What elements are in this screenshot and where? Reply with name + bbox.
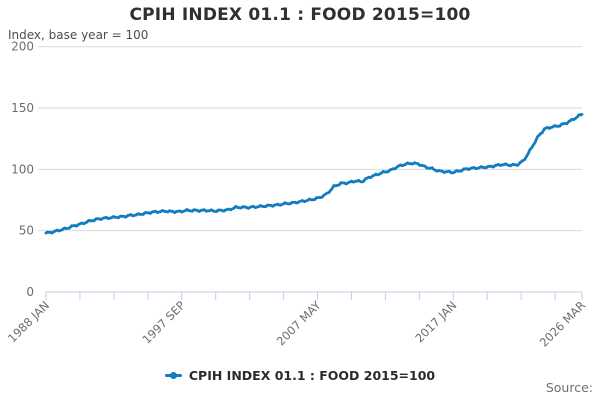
y-tick-label: 0: [26, 285, 34, 299]
series-line-cpih-food: [44, 113, 584, 235]
x-tick-label: 2026 MAR: [537, 298, 588, 349]
legend-dot-icon: [169, 371, 177, 379]
axis-unit-label: Index, base year = 100: [8, 28, 149, 42]
source-label: Source:: [545, 380, 593, 395]
x-tick-label: 2017 JAN: [412, 298, 459, 345]
chart-title: CPIH INDEX 01.1 : FOOD 2015=100: [129, 5, 471, 25]
x-tick-label: 1997 SEP: [139, 298, 187, 346]
y-tick-label: 150: [11, 101, 34, 115]
legend: CPIH INDEX 01.1 : FOOD 2015=100: [0, 366, 600, 384]
legend-label: CPIH INDEX 01.1 : FOOD 2015=100: [188, 367, 436, 383]
y-tick-label: 100: [11, 162, 34, 176]
legend-line-marker: [164, 371, 182, 379]
y-tick-label: 200: [11, 40, 34, 54]
x-tick-label: 2007 MAY: [274, 298, 325, 349]
y-tick-label: 50: [19, 224, 34, 238]
x-tick-label: 1988 JAN: [5, 298, 52, 345]
